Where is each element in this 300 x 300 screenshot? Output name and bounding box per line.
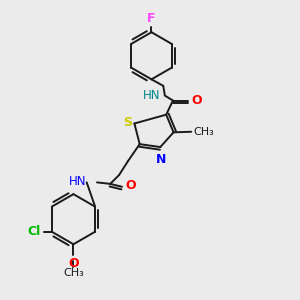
Text: O: O bbox=[68, 257, 79, 270]
Text: S: S bbox=[123, 116, 132, 129]
Text: N: N bbox=[156, 153, 166, 166]
Text: CH₃: CH₃ bbox=[63, 268, 84, 278]
Text: HN: HN bbox=[143, 89, 160, 102]
Text: Cl: Cl bbox=[27, 225, 40, 238]
Text: O: O bbox=[126, 179, 136, 192]
Text: CH₃: CH₃ bbox=[193, 127, 214, 137]
Text: HN: HN bbox=[69, 175, 86, 188]
Text: O: O bbox=[191, 94, 202, 107]
Text: F: F bbox=[147, 12, 156, 25]
